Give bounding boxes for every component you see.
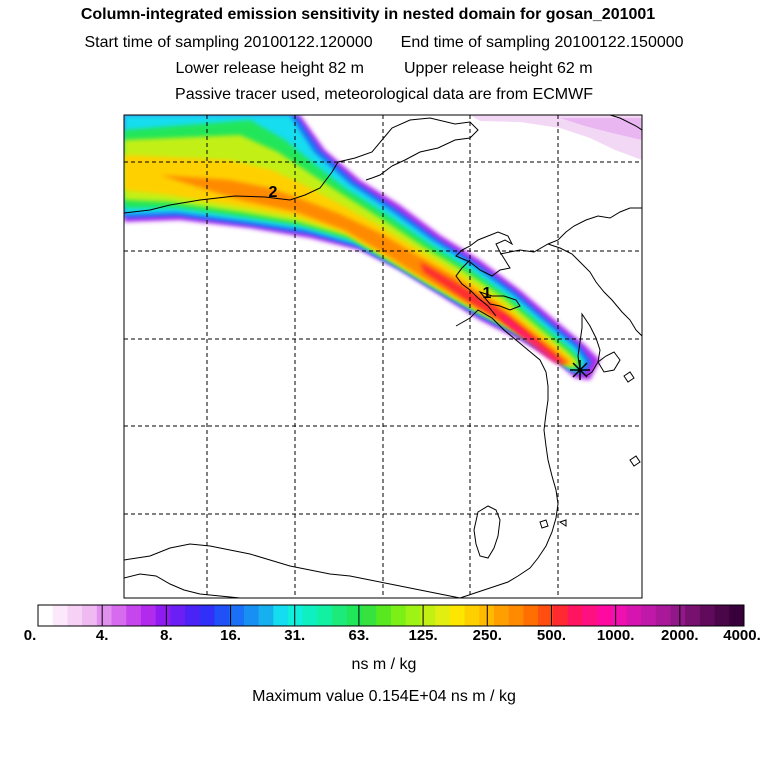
colorbar-cell [214, 605, 230, 626]
colorbar-cell [258, 605, 274, 626]
colorbar-cell [685, 605, 701, 626]
colorbar-cell [729, 605, 745, 626]
colorbar-cell [493, 605, 510, 626]
colorbar-cell [611, 605, 627, 626]
colorbar-cell [714, 605, 730, 626]
colorbar-cell [508, 605, 524, 626]
colorbar-cell [126, 605, 142, 626]
colorbar-cell [552, 605, 568, 626]
colorbar-cell [288, 605, 304, 626]
colorbar-cell [420, 605, 436, 626]
colorbar-cell [185, 605, 201, 626]
colorbar-tick-label: 4. [95, 627, 109, 644]
lat-lon-grid [124, 115, 642, 598]
colorbar-cell [229, 605, 245, 626]
colorbar-cells [38, 605, 745, 626]
colorbar-cell [435, 605, 451, 626]
colorbar-cell [670, 605, 686, 626]
colorbar-frame [37, 604, 745, 627]
colorbar-tick-label: 500. [536, 627, 567, 644]
lower-release-height-label: Lower release height 82 m [175, 60, 364, 77]
colorbar-cell [596, 605, 613, 626]
plume-layer: 2 1 [124, 115, 642, 598]
marker-label-2: 2 [269, 184, 278, 201]
colorbar-cell [449, 605, 466, 626]
colorbar-cell [52, 605, 68, 626]
colorbar-cell [538, 605, 554, 626]
colorbar-tick-label: 2000. [661, 627, 699, 644]
colorbar-dividers [101, 605, 681, 626]
marker-label-1: 1 [483, 285, 492, 302]
colorbar-cell [273, 605, 289, 626]
colorbar-cell [302, 605, 318, 626]
colorbar-tick-label: 63. [348, 627, 370, 644]
plot-title: Column-integrated emission sensitivity i… [80, 6, 656, 23]
colorbar-cell [626, 605, 642, 626]
map-frame [123, 114, 643, 599]
colorbar-cell [199, 605, 215, 626]
colorbar-cell [170, 605, 186, 626]
end-time-label: End time of sampling 20100122.150000 [400, 34, 684, 51]
colorbar-cell [82, 605, 98, 626]
colorbar-cell [655, 605, 671, 626]
colorbar-cell [346, 605, 363, 626]
tracer-info-label: Passive tracer used, meteorological data… [175, 86, 593, 103]
colorbar-cell [582, 605, 598, 626]
colorbar-tick-label: 125. [408, 627, 438, 644]
colorbar-cell [332, 605, 348, 626]
colorbar-tick-label: 1000. [596, 627, 635, 644]
colorbar-cell [96, 605, 113, 626]
colorbar-units-label: ns m / kg [351, 656, 417, 673]
start-time-label: Start time of sampling 20100122.120000 [84, 34, 373, 51]
plume-band-magenta [500, 312, 560, 363]
colorbar-cell [140, 605, 157, 626]
colorbar-cell [155, 605, 171, 626]
colorbar-tick-label: 4000. [723, 627, 761, 644]
colorbar-cell [523, 605, 539, 626]
colorbar-cell [67, 605, 83, 626]
colorbar-tick-label: 8. [160, 627, 173, 644]
colorbar-cell [567, 605, 583, 626]
coastlines [124, 115, 642, 598]
colorbar-cell [111, 605, 127, 626]
colorbar-tick-label: 0. [23, 627, 37, 644]
colorbar-cell [699, 605, 716, 626]
colorbar-cell [464, 605, 480, 626]
colorbar-cell [243, 605, 260, 626]
upper-release-height-label: Upper release height 62 m [404, 60, 593, 77]
colorbar-tick-label: 31. [284, 627, 306, 644]
colorbar-tick-label: 16. [220, 627, 241, 644]
colorbar-tick-label: 250. [472, 627, 502, 644]
colorbar-cell [317, 605, 333, 626]
faint-plume-patch-inner [560, 118, 642, 140]
colorbar-cell [641, 605, 657, 626]
sampling-time-line: Start time of sampling 20100122.120000 En… [0, 34, 768, 52]
colorbar-cell [38, 605, 54, 626]
colorbar-cell [361, 605, 377, 626]
colorbar-cell [405, 605, 421, 626]
maximum-value-label: Maximum value 0.154E+04 ns m / kg [252, 688, 516, 705]
release-height-line: Lower release height 82 m Upper release h… [0, 60, 768, 78]
colorbar-cell [376, 605, 392, 626]
colorbar-cell [391, 605, 407, 626]
receptor-star-icon [570, 360, 590, 380]
